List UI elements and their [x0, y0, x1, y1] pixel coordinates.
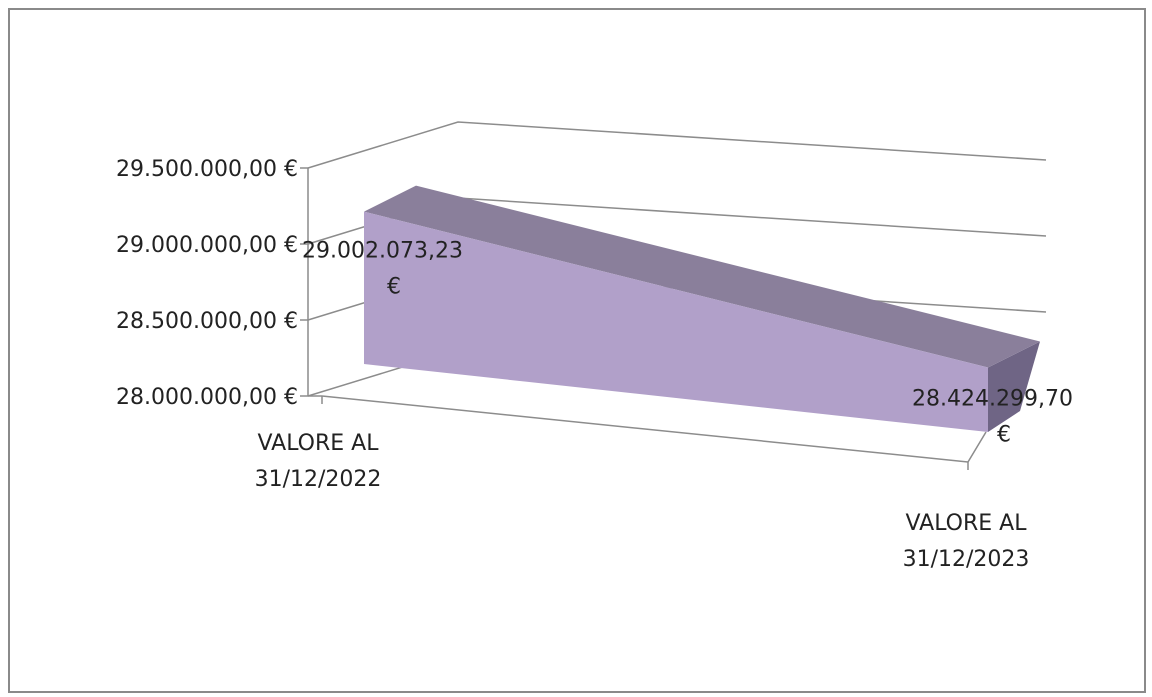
- data-label: 28.424.299,70: [912, 387, 1073, 412]
- y-tick-label: 28.000.000,00 €: [116, 385, 298, 410]
- data-label: 29.002.073,23: [302, 239, 463, 264]
- x-category-label: VALORE AL: [258, 431, 380, 456]
- x-category-label: 31/12/2022: [255, 467, 382, 492]
- x-axis-line: [321, 395, 969, 463]
- y-tick-label: 29.000.000,00 €: [116, 233, 298, 258]
- gridline: [307, 121, 1047, 169]
- x-category-label: 31/12/2023: [903, 547, 1030, 572]
- data-label: €: [387, 275, 401, 300]
- y-tick-label: 29.500.000,00 €: [116, 157, 298, 182]
- y-tick-label: 28.500.000,00 €: [116, 309, 298, 334]
- area-top-face: [364, 185, 1040, 368]
- floor-right-edge: [967, 431, 987, 463]
- data-label: €: [997, 423, 1011, 448]
- area-front-face: [364, 211, 988, 432]
- area-side-face: [988, 341, 1040, 432]
- x-category-label: VALORE AL: [906, 511, 1028, 536]
